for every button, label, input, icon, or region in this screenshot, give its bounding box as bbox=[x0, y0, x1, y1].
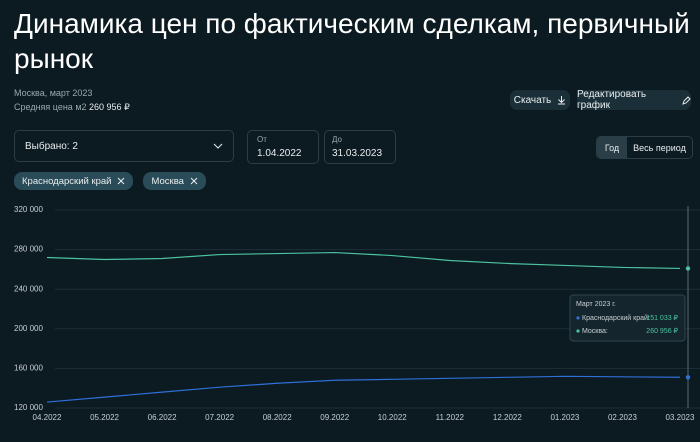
y-tick-label: 240 000 bbox=[14, 284, 43, 293]
to-label: До bbox=[332, 135, 342, 144]
subtitle: Москва, март 2023 bbox=[14, 88, 93, 98]
date-from[interactable]: От 1.04.2022 bbox=[247, 130, 319, 164]
period-toggle: Год Весь период bbox=[596, 136, 693, 159]
period-year[interactable]: Год bbox=[597, 137, 627, 158]
download-button[interactable]: Скачать bbox=[510, 90, 570, 110]
edit-icon bbox=[682, 95, 691, 105]
x-tick-label: 10.2022 bbox=[378, 413, 407, 422]
tooltip-dot bbox=[576, 329, 580, 333]
tag-text: Краснодарский край bbox=[22, 175, 112, 187]
close-icon[interactable] bbox=[190, 177, 198, 185]
download-icon bbox=[558, 96, 566, 105]
y-tick-label: 160 000 bbox=[14, 364, 43, 373]
tooltip bbox=[569, 294, 686, 342]
close-icon[interactable] bbox=[117, 177, 125, 185]
page-title: Динамика цен по фактическим сделкам, пер… bbox=[14, 8, 690, 74]
y-tick-label: 120 000 bbox=[14, 403, 43, 412]
tag[interactable]: Москва bbox=[143, 172, 206, 190]
x-tick-label: 01.2023 bbox=[550, 413, 579, 422]
avg-price: Средняя цена м2 260 956 ₽ bbox=[14, 102, 130, 113]
end-point bbox=[685, 375, 691, 380]
x-tick-label: 12.2022 bbox=[493, 413, 522, 422]
select-text: Выбрано: 2 bbox=[25, 140, 78, 152]
period-all[interactable]: Весь период bbox=[633, 142, 686, 153]
x-tick-label: 02.2023 bbox=[608, 413, 637, 422]
series-line bbox=[46, 375, 681, 403]
tooltip-value: 260 956 ₽ bbox=[646, 327, 678, 335]
tooltip-name: Краснодарский край: bbox=[582, 314, 650, 322]
end-point bbox=[685, 266, 691, 271]
tag-text: Москва bbox=[151, 175, 184, 187]
x-tick-label: 03.2023 bbox=[666, 413, 695, 422]
x-tick-label: 06.2022 bbox=[148, 413, 177, 422]
chart: 120 000 160 000 200 000 240 000 280 000 320 0… bbox=[14, 205, 700, 422]
series-line bbox=[46, 251, 681, 270]
date-to[interactable]: До 31.03.2023 bbox=[324, 130, 396, 164]
tags: Краснодарский край Москва bbox=[14, 172, 206, 190]
x-tick-label: 07.2022 bbox=[205, 413, 234, 422]
edit-text: Редактировать график bbox=[577, 89, 647, 111]
x-tick-label: 04.2022 bbox=[33, 413, 62, 422]
select-dropdown[interactable]: Выбрано: 2 bbox=[14, 130, 234, 162]
from-label: От bbox=[257, 135, 267, 144]
to-value: 31.03.2023 bbox=[332, 148, 383, 159]
tooltip-value: 151 033 ₽ bbox=[646, 314, 678, 322]
x-tick-label: 09.2022 bbox=[320, 413, 349, 422]
avg-value: 260 956 ₽ bbox=[89, 102, 130, 112]
x-tick-label: 11.2022 bbox=[436, 413, 465, 422]
x-tick-label: 05.2022 bbox=[90, 413, 119, 422]
y-tick-label: 320 000 bbox=[14, 205, 43, 214]
x-tick-label: 08.2022 bbox=[263, 413, 292, 422]
tooltip-dot bbox=[576, 316, 580, 320]
download-text: Скачать bbox=[513, 94, 552, 106]
edit-button[interactable]: Редактировать график bbox=[577, 89, 691, 111]
y-tick-label: 280 000 bbox=[14, 245, 43, 254]
from-value: 1.04.2022 bbox=[257, 148, 302, 159]
y-tick-label: 200 000 bbox=[14, 324, 43, 333]
tag[interactable]: Краснодарский край bbox=[14, 172, 134, 190]
chevron-icon bbox=[213, 143, 223, 149]
avg-label: Средняя цена м2 bbox=[14, 102, 87, 112]
tooltip-name: Москва: bbox=[582, 328, 608, 335]
tooltip-title: Март 2023 г. bbox=[576, 301, 616, 308]
